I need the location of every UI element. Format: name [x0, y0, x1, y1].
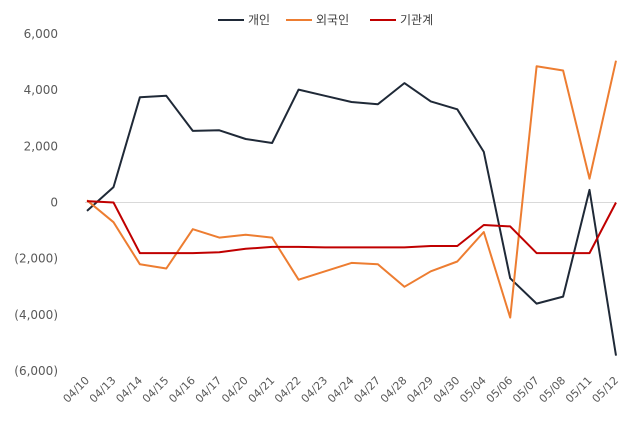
x-tick-label: 05/07 [510, 374, 542, 406]
x-tick-label: 04/17 [193, 374, 225, 406]
x-tick-label: 04/27 [351, 374, 383, 406]
x-tick-label: 05/11 [563, 374, 595, 406]
legend-label: 외국인 [316, 13, 349, 27]
legend-label: 개인 [248, 13, 270, 27]
legend-label: 기관계 [400, 13, 433, 27]
x-tick-label: 04/29 [404, 374, 436, 406]
series-line-2 [86, 200, 617, 255]
series-lines [86, 60, 617, 356]
x-tick-label: 05/08 [537, 374, 569, 406]
x-tick-label: 04/22 [272, 374, 304, 406]
series-line-0 [86, 82, 617, 356]
y-tick-label: (2,000) [14, 252, 58, 266]
y-tick-label: 2,000 [24, 139, 58, 153]
x-tick-label: 04/13 [87, 374, 119, 406]
x-tick-label: 04/16 [166, 374, 198, 406]
x-tick-label: 04/21 [246, 374, 278, 406]
y-tick-label: 6,000 [24, 27, 58, 41]
x-tick-label: 04/30 [431, 374, 463, 406]
x-tick-label: 04/28 [378, 374, 410, 406]
y-tick-label: (4,000) [14, 308, 58, 322]
y-axis: 6,000 4,000 2,000 0 (2,000) (4,000) (6,000) [14, 27, 58, 378]
x-tick-label: 04/23 [299, 374, 331, 406]
legend: 개인 외국인 기관계 [218, 13, 433, 27]
y-tick-label: (6,000) [14, 364, 58, 378]
y-tick-label: 0 [50, 196, 58, 210]
x-tick-label: 04/20 [219, 374, 251, 406]
series-line-1 [86, 60, 617, 319]
x-tick-label: 05/06 [484, 374, 516, 406]
x-tick-label: 05/12 [590, 374, 622, 406]
x-tick-label: 04/10 [61, 374, 93, 406]
x-axis: 04/1004/1304/1404/1504/1604/1704/2004/21… [61, 374, 622, 406]
x-tick-label: 04/24 [325, 374, 357, 406]
y-tick-label: 4,000 [24, 83, 58, 97]
x-tick-label: 05/04 [457, 374, 489, 406]
x-tick-label: 04/15 [140, 374, 172, 406]
x-tick-label: 04/14 [113, 374, 145, 406]
